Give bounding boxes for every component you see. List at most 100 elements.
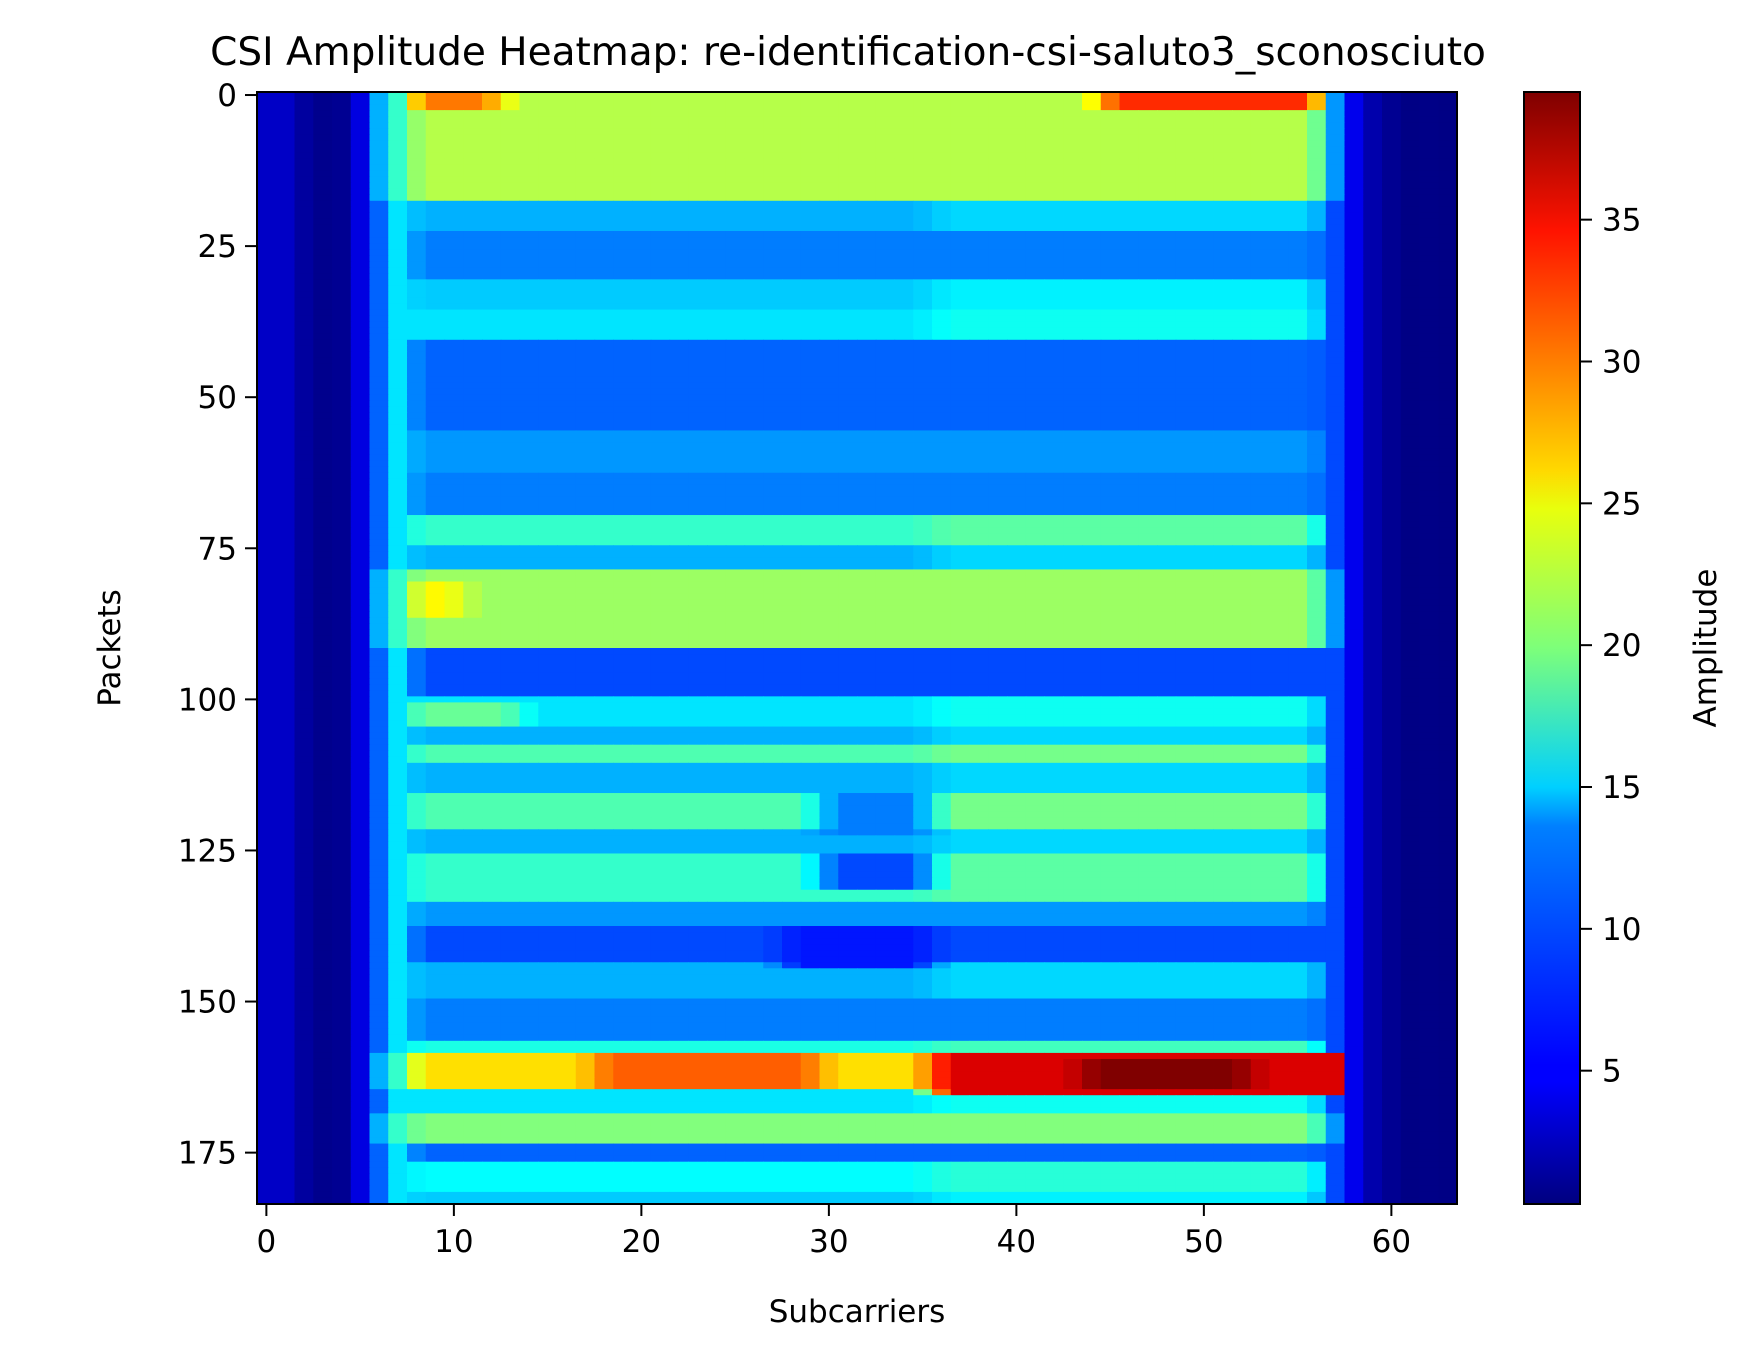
heatmap-cell: [1063, 140, 1082, 147]
heatmap-cell: [820, 291, 839, 298]
heatmap-cell: [1082, 322, 1101, 329]
heatmap-cell: [670, 467, 689, 474]
heatmap-cell: [613, 449, 632, 456]
heatmap-cell: [426, 545, 445, 552]
heatmap-cell: [1045, 177, 1064, 184]
heatmap-cell: [876, 116, 895, 123]
heatmap-cell: [801, 449, 820, 456]
heatmap-cell: [1438, 545, 1457, 552]
heatmap-cell: [913, 134, 932, 141]
heatmap-cell: [1063, 467, 1082, 474]
heatmap-cell: [670, 424, 689, 431]
heatmap-cell: [688, 316, 707, 323]
heatmap-cell: [613, 237, 632, 244]
heatmap-cell: [763, 557, 782, 564]
heatmap-cell: [688, 322, 707, 329]
heatmap-cell: [838, 122, 857, 129]
heatmap-cell: [1251, 352, 1270, 359]
heatmap-cell: [632, 370, 651, 377]
heatmap-cell: [820, 183, 839, 190]
heatmap-cell: [1195, 485, 1214, 492]
heatmap-cell: [407, 237, 426, 244]
heatmap-cell: [1288, 243, 1307, 250]
heatmap-cell: [670, 213, 689, 220]
heatmap-cell: [538, 473, 557, 480]
heatmap-cell: [1138, 334, 1157, 341]
heatmap-cell: [670, 195, 689, 202]
heatmap-cell: [1045, 430, 1064, 437]
heatmap-cell: [295, 418, 314, 425]
heatmap-cell: [1157, 449, 1176, 456]
heatmap-cell: [763, 509, 782, 516]
heatmap-cell: [1288, 497, 1307, 504]
heatmap-cell: [801, 207, 820, 214]
heatmap-cell: [895, 467, 914, 474]
heatmap-cell: [1288, 418, 1307, 425]
heatmap-cell: [1176, 183, 1195, 190]
heatmap-cell: [932, 473, 951, 480]
heatmap-cell: [932, 316, 951, 323]
heatmap-cell: [370, 158, 389, 165]
heatmap-cell: [876, 479, 895, 486]
heatmap-cell: [1232, 104, 1251, 111]
heatmap-cell: [1438, 449, 1457, 456]
heatmap-cell: [1401, 497, 1420, 504]
heatmap-cell: [1120, 370, 1139, 377]
heatmap-cell: [632, 291, 651, 298]
heatmap-cell: [1270, 400, 1289, 407]
heatmap-cell: [445, 158, 464, 165]
heatmap-cell: [988, 122, 1007, 129]
heatmap-cell: [895, 243, 914, 250]
heatmap-cell: [1363, 430, 1382, 437]
heatmap-cell: [332, 358, 351, 365]
heatmap-cell: [1120, 134, 1139, 141]
heatmap-cell: [670, 491, 689, 498]
heatmap-cell: [988, 128, 1007, 135]
heatmap-cell: [1007, 358, 1026, 365]
heatmap-cell: [857, 473, 876, 480]
heatmap-cell: [295, 140, 314, 147]
heatmap-cell: [707, 279, 726, 286]
heatmap-cell: [1382, 146, 1401, 153]
heatmap-cell: [1438, 152, 1457, 159]
heatmap-cell: [1120, 98, 1139, 105]
heatmap-cell: [295, 98, 314, 105]
heatmap-cell: [1288, 116, 1307, 123]
heatmap-cell: [801, 158, 820, 165]
heatmap-cell: [1232, 388, 1251, 395]
heatmap-cell: [463, 418, 482, 425]
heatmap-cell: [295, 171, 314, 178]
heatmap-cell: [463, 237, 482, 244]
heatmap-cell: [351, 557, 370, 564]
heatmap-cell: [707, 152, 726, 159]
heatmap-cell: [1288, 231, 1307, 238]
heatmap-cell: [407, 388, 426, 395]
heatmap-cell: [745, 322, 764, 329]
heatmap-cell: [1195, 195, 1214, 202]
heatmap-cell: [351, 213, 370, 220]
heatmap-cell: [1213, 539, 1232, 546]
heatmap-cell: [538, 291, 557, 298]
heatmap-cell: [1307, 551, 1326, 558]
heatmap-cell: [1401, 122, 1420, 129]
heatmap-cell: [1232, 497, 1251, 504]
heatmap-cell: [407, 310, 426, 317]
heatmap-cell: [1045, 98, 1064, 105]
heatmap-cell: [520, 207, 539, 214]
heatmap-cell: [857, 443, 876, 450]
heatmap-cell: [1326, 249, 1345, 256]
heatmap-cell: [1438, 273, 1457, 280]
heatmap-cell: [257, 104, 276, 111]
heatmap-cell: [1213, 225, 1232, 232]
heatmap-cell: [538, 430, 557, 437]
heatmap-cell: [538, 165, 557, 172]
heatmap-cell: [520, 467, 539, 474]
heatmap-cell: [1101, 116, 1120, 123]
heatmap-cell: [426, 279, 445, 286]
heatmap-cell: [782, 231, 801, 238]
heatmap-cell: [351, 545, 370, 552]
heatmap-cell: [576, 509, 595, 516]
heatmap-cell: [613, 521, 632, 528]
heatmap-cell: [913, 237, 932, 244]
heatmap-cell: [876, 412, 895, 419]
